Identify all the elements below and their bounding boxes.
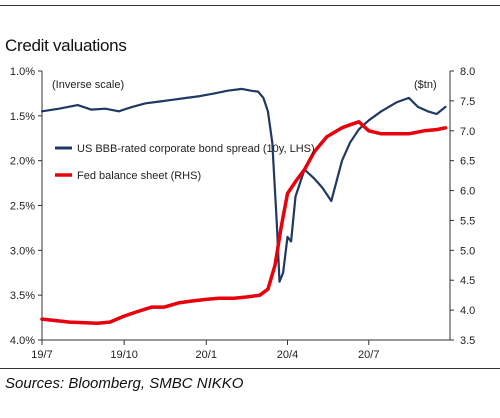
right-tick-label: 7.5 [460, 96, 475, 108]
x-tick-label: 20/7 [358, 349, 379, 361]
left-tick-label: 2.0% [10, 156, 35, 168]
left-axis-ticks: 1.0% 1.5% 2.0% 2.5% 3.0% 3.5% 4.0% [10, 66, 42, 347]
right-tick-label: 4.5 [460, 275, 475, 287]
series-line-bbb-spread [40, 87, 447, 283]
left-tick-label: 3.0% [10, 245, 35, 257]
x-tick-label: 19/7 [31, 349, 52, 361]
right-tick-label: 5.5 [460, 215, 475, 227]
series-layer [40, 87, 448, 326]
series-line-fed-balance-sheet [40, 120, 448, 326]
source-note: Sources: Bloomberg, SMBC NIKKO [5, 375, 244, 392]
left-tick-label: 1.5% [10, 111, 35, 123]
x-tick-label: 20/1 [196, 349, 217, 361]
left-tick-label: 4.0% [10, 335, 35, 347]
x-axis-ticks: 19/7 19/10 20/1 20/4 20/7 [31, 340, 379, 361]
right-tick-label: 4.0 [460, 305, 475, 317]
plot-frame [41, 71, 451, 341]
right-tick-label: 6.0 [460, 186, 475, 198]
chart-title: Credit valuations [5, 36, 127, 55]
legend-label-bbb: US BBB-rated corporate bond spread (10y,… [77, 143, 315, 155]
left-tick-label: 2.5% [10, 201, 35, 213]
right-tick-label: 8.0 [460, 66, 475, 78]
legend: US BBB-rated corporate bond spread (10y,… [55, 143, 315, 182]
left-tick-label: 3.5% [10, 290, 35, 302]
right-unit-label: ($tn) [414, 79, 437, 91]
right-tick-label: 6.5 [460, 156, 475, 168]
chart: 1.0% 1.5% 2.0% 2.5% 3.0% 3.5% 4.0% 8.0 7.5 7.0 6.… [10, 66, 475, 361]
left-tick-label: 1.0% [10, 66, 35, 78]
top-rule [0, 5, 500, 6]
right-axis-ticks: 8.0 7.5 7.0 6.5 6.0 5.5 5.0 4.5 4.0 3.5 [450, 66, 475, 347]
legend-label-fed: Fed balance sheet (RHS) [77, 170, 201, 182]
right-tick-label: 7.0 [460, 126, 475, 138]
right-tick-label: 5.0 [460, 245, 475, 257]
right-tick-label: 3.5 [460, 335, 475, 347]
x-tick-label: 19/10 [110, 349, 138, 361]
inverse-scale-note: (Inverse scale) [52, 79, 124, 91]
bottom-rule [0, 368, 500, 369]
x-tick-label: 20/4 [277, 349, 298, 361]
